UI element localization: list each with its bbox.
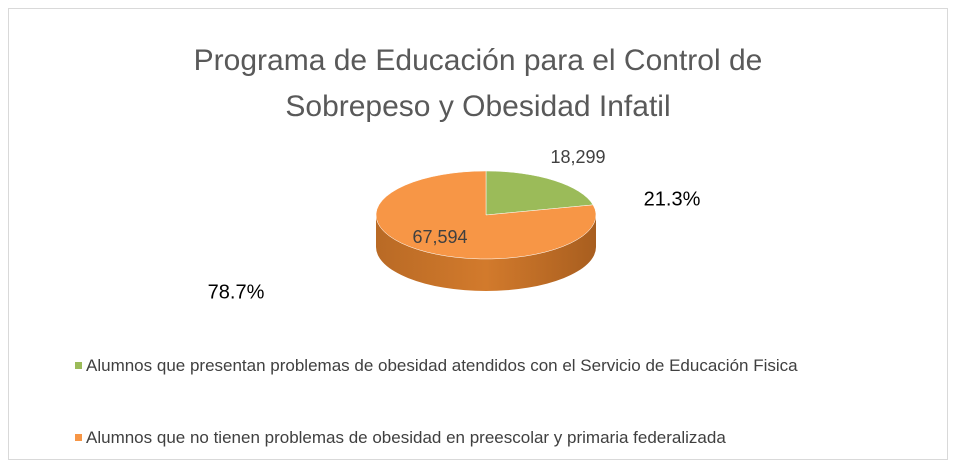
legend-swatch xyxy=(75,362,82,369)
value-label: 18,299 xyxy=(550,147,605,167)
percent-label: 78.7% xyxy=(208,281,265,303)
chart-title: Programa de Educación para el Control de xyxy=(194,44,763,77)
legend-label: Alumnos que presentan problemas de obesi… xyxy=(86,356,798,375)
legend-label: Alumnos que no tienen problemas de obesi… xyxy=(86,428,726,447)
pie-slice xyxy=(375,170,597,260)
legend-entry: Alumnos que presentan problemas de obesi… xyxy=(75,352,866,379)
pie-slice xyxy=(485,170,594,216)
value-label: 67,594 xyxy=(412,227,467,247)
pie-side xyxy=(376,215,596,291)
legend-entry: Alumnos que no tienen problemas de obesi… xyxy=(75,424,866,451)
percent-label: 21.3% xyxy=(644,188,701,210)
chart-title: Sobrepeso y Obesidad Infatil xyxy=(285,90,670,123)
legend-swatch xyxy=(75,434,82,441)
